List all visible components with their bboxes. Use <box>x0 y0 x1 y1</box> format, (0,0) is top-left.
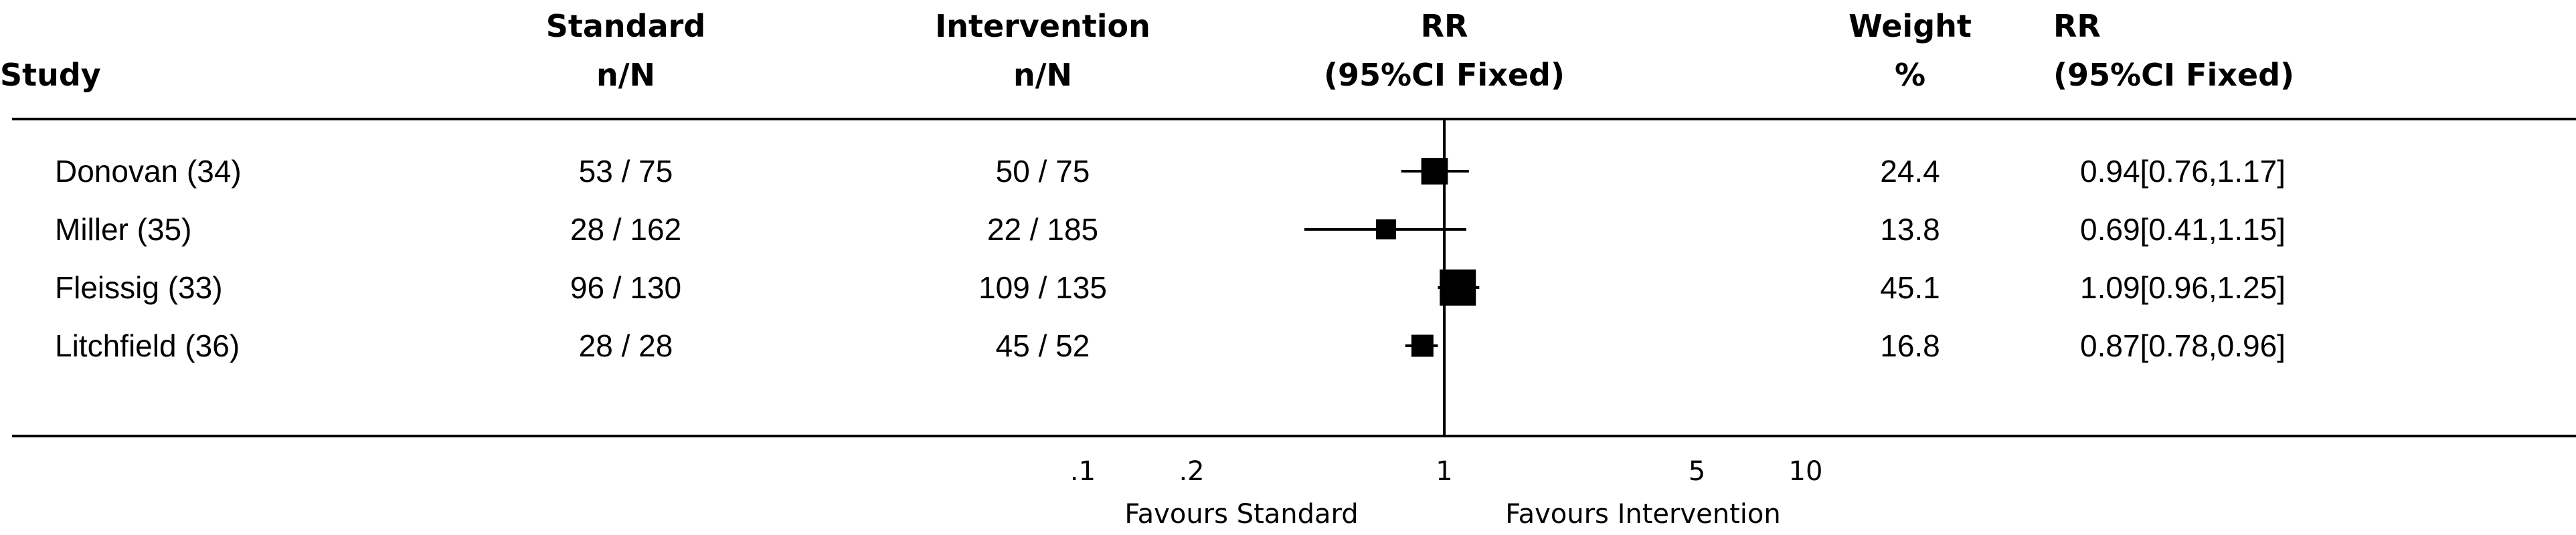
effect-marks <box>1304 158 1480 357</box>
standard-count: 53 / 75 <box>579 154 673 189</box>
point-estimate <box>1421 158 1448 185</box>
x-tick-label: 10 <box>1789 456 1823 487</box>
study-name: Fleissig (33) <box>55 270 223 305</box>
header-intervention-line2: n/N <box>1013 57 1072 93</box>
x-axis-labels: .1 .2 1 5 10 <box>1070 456 1823 487</box>
standard-count: 96 / 130 <box>570 270 681 305</box>
point-estimate <box>1376 219 1396 239</box>
header-rr-text-line2: (95%CI Fixed) <box>2053 57 2294 93</box>
header-rr-plot-line2: (95%CI Fixed) <box>1324 57 1565 93</box>
standard-count: 28 / 28 <box>579 328 673 363</box>
intervention-count: 45 / 52 <box>996 328 1090 363</box>
weight-value: 24.4 <box>1880 154 1940 189</box>
x-tick-label: 5 <box>1689 456 1705 487</box>
intervention-count: 22 / 185 <box>987 212 1098 247</box>
point-estimate <box>1440 270 1476 306</box>
weight-value: 45.1 <box>1880 270 1940 305</box>
rr-ci-text: 0.87[0.78,0.96] <box>2080 328 2286 363</box>
x-tick-label: 1 <box>1436 456 1452 487</box>
x-tick-label: .1 <box>1070 456 1096 487</box>
intervention-count: 109 / 135 <box>978 270 1107 305</box>
study-rows: Donovan (34) 53 / 75 50 / 75 24.4 0.94[0.76,… <box>55 154 2286 363</box>
favours-standard-label: Favours Standard <box>1124 499 1358 530</box>
header-weight-line1: Weight <box>1849 8 1972 44</box>
point-estimate <box>1411 334 1434 357</box>
rr-ci-text: 0.94[0.76,1.17] <box>2080 154 2286 189</box>
x-tick-label: .2 <box>1179 456 1204 487</box>
header-study: Study <box>0 57 101 93</box>
header-weight-line2: % <box>1895 57 1925 93</box>
intervention-count: 50 / 75 <box>996 154 1090 189</box>
study-name: Donovan (34) <box>55 154 242 189</box>
header-intervention-line1: Intervention <box>935 8 1150 44</box>
rr-ci-text: 1.09[0.96,1.25] <box>2080 270 2286 305</box>
standard-count: 28 / 162 <box>570 212 681 247</box>
favours-intervention-label: Favours Intervention <box>1505 499 1780 530</box>
header-standard-line2: n/N <box>596 57 655 93</box>
header-rr-plot-line1: RR <box>1421 8 1468 44</box>
study-name: Miller (35) <box>55 212 191 247</box>
study-name: Litchfield (36) <box>55 328 240 363</box>
header-standard-line1: Standard <box>546 8 706 44</box>
weight-value: 16.8 <box>1880 328 1940 363</box>
rr-ci-text: 0.69[0.41,1.15] <box>2080 212 2286 247</box>
weight-value: 13.8 <box>1880 212 1940 247</box>
header-rr-text-line1: RR <box>2053 8 2101 44</box>
